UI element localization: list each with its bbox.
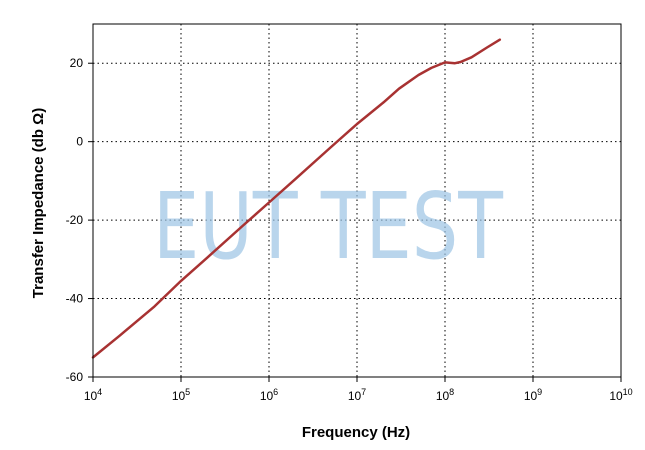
x-tick-label: 104 <box>84 387 102 403</box>
y-tick-label: 20 <box>70 56 84 70</box>
x-tick-label: 1010 <box>609 387 632 403</box>
y-tick-label: -60 <box>66 370 84 384</box>
x-tick-label: 108 <box>436 387 454 403</box>
x-axis: 104 105 106 107 108 109 1010 <box>84 377 633 403</box>
x-tick-label: 109 <box>524 387 542 403</box>
y-tick-label: 0 <box>76 135 83 149</box>
x-axis-title: Frequency (Hz) <box>302 424 410 441</box>
x-tick-label: 105 <box>172 387 190 403</box>
y-axis-title: Transfer Impedance (db Ω) <box>30 108 47 298</box>
x-tick-label: 107 <box>348 387 366 403</box>
watermark: EUT TEST <box>153 173 504 280</box>
plot-area <box>91 38 502 359</box>
grid <box>93 24 621 377</box>
series-line <box>91 38 502 359</box>
y-tick-label: -20 <box>66 213 84 227</box>
x-tick-label: 106 <box>260 387 278 403</box>
y-tick-label: -40 <box>66 292 84 306</box>
y-axis: 20 0 -20 -40 -60 <box>66 56 93 384</box>
